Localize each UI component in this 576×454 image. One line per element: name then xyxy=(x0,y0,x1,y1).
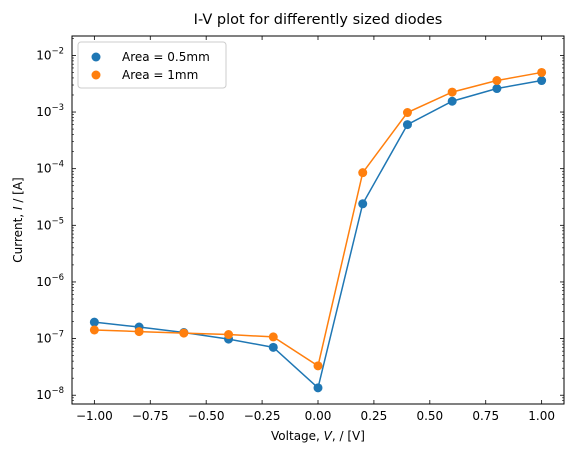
series-layer xyxy=(89,67,547,393)
legend-box xyxy=(77,41,227,89)
y-tick-label: 10−8 xyxy=(36,386,64,402)
y-tick-label: 10−4 xyxy=(36,160,64,176)
data-point-area-1mm xyxy=(268,332,278,342)
data-point-area-0-5mm xyxy=(313,383,323,393)
x-tick-label: −1.00 xyxy=(76,409,113,423)
data-point-area-0-5mm xyxy=(268,342,278,352)
data-point-area-0-5mm xyxy=(537,76,547,86)
series-line-area-0-5mm xyxy=(94,79,542,390)
data-point-area-0-5mm xyxy=(358,199,368,209)
data-point-area-1mm xyxy=(402,108,412,118)
y-axis: 10−8 10−7 10−6 10−5 10−4 10−3 10−2 xyxy=(36,38,564,405)
y-tick-label: 10−6 xyxy=(36,273,64,289)
legend-marker-area-0-5mm xyxy=(91,52,101,62)
x-tick-label: −0.50 xyxy=(188,409,225,423)
y-tick-label: 10−3 xyxy=(36,103,64,119)
y-axis-label: Current, I / [A] xyxy=(11,177,25,263)
legend: Area = 0.5mm Area = 1mm xyxy=(77,41,227,89)
data-point-area-0-5mm xyxy=(447,96,457,106)
x-axis-label: Voltage, V, / [V] xyxy=(271,429,365,443)
x-tick-label: −0.25 xyxy=(244,409,281,423)
data-point-area-0-5mm xyxy=(402,120,412,130)
data-point-area-1mm xyxy=(134,327,144,337)
data-point-area-0-5mm xyxy=(89,317,99,327)
data-point-area-1mm xyxy=(492,76,502,86)
data-point-area-1mm xyxy=(179,328,189,338)
x-tick-label: 0.50 xyxy=(416,409,443,423)
legend-label-area-0-5mm: Area = 0.5mm xyxy=(122,50,210,64)
data-point-area-1mm xyxy=(313,361,323,371)
data-point-area-1mm xyxy=(224,330,234,340)
chart-title: I-V plot for differently sized diodes xyxy=(194,12,443,28)
x-tick-label: 1.00 xyxy=(528,409,555,423)
legend-marker-area-1mm xyxy=(91,70,101,80)
data-point-area-1mm xyxy=(447,87,457,97)
x-tick-label: 0.00 xyxy=(305,409,332,423)
x-tick-label: 0.25 xyxy=(361,409,388,423)
x-tick-label: 0.75 xyxy=(472,409,499,423)
data-point-area-0-5mm xyxy=(492,84,502,94)
y-tick-label: 10−5 xyxy=(36,216,64,232)
data-point-area-1mm xyxy=(358,168,368,178)
y-tick-label: 10−7 xyxy=(36,330,64,346)
legend-label-area-1mm: Area = 1mm xyxy=(122,68,198,82)
data-point-area-1mm xyxy=(89,325,99,335)
y-tick-label: 10−2 xyxy=(36,46,64,62)
x-tick-label: −0.75 xyxy=(132,409,169,423)
data-point-area-1mm xyxy=(537,67,547,77)
series-line-area-1mm xyxy=(94,71,542,368)
x-axis: −1.00 −0.75 −0.50 −0.25 0.00 0.25 0.50 0.75 1.00 xyxy=(76,36,555,423)
